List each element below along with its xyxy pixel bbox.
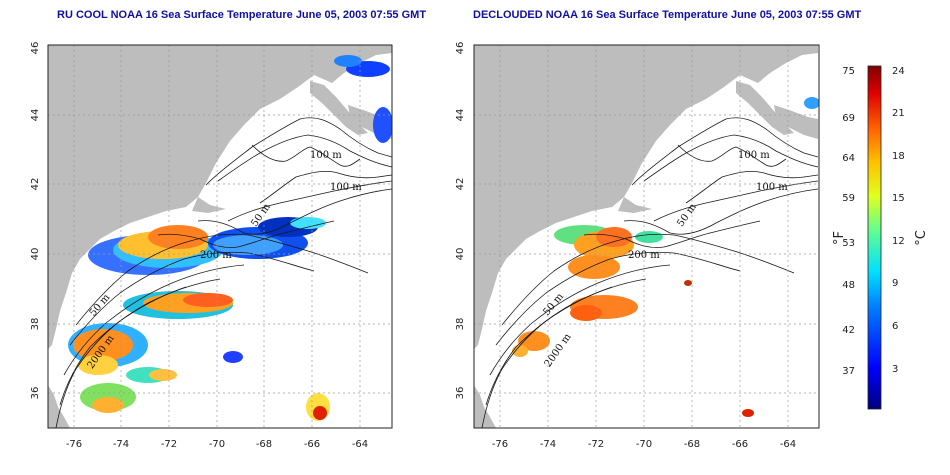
- temperature-colorbar: 75 69 64 59 53 48 42 37 24 21 18 15 12 9…: [832, 65, 929, 410]
- left-x-tick-label: -76: [66, 439, 82, 450]
- left-panel-title: RU COOL NOAA 16 Sea Surface Temperature …: [57, 9, 427, 21]
- colorbar-fahrenheit-tick: 75: [842, 66, 855, 77]
- left-y-tick-label: 36: [30, 387, 41, 400]
- colorbar-fahrenheit-tick: 59: [842, 193, 855, 204]
- colorbar-fahrenheit-tick: 48: [842, 280, 855, 291]
- right-y-tick-label: 42: [455, 178, 466, 191]
- colorbar-celsius-tick: 24: [892, 66, 905, 77]
- right-x-tick-label: -70: [636, 439, 652, 450]
- colorbar-fahrenheit-tick: 69: [842, 113, 855, 124]
- colorbar-celsius-tick: 15: [892, 193, 905, 204]
- left-y-tick-label: 42: [30, 178, 41, 191]
- colorbar-celsius-tick: 3: [892, 364, 898, 375]
- colorbar-celsius-tick: 6: [892, 321, 898, 332]
- right-x-tick-label: -68: [684, 439, 700, 450]
- celsius-unit-label: °C: [914, 230, 929, 246]
- colorbar-celsius-tick: 18: [892, 151, 905, 162]
- colorbar-celsius-tick: 9: [892, 278, 898, 289]
- right-y-tick-label: 36: [455, 387, 466, 400]
- right-x-tick-label: -76: [492, 439, 508, 450]
- left-x-tick-label: -70: [209, 439, 225, 450]
- left-gridlines: [48, 45, 392, 428]
- right-contour-label: 200 m: [628, 250, 660, 261]
- colorbar-fahrenheit-tick: 53: [842, 238, 855, 249]
- left-plot-frame: [47, 44, 393, 429]
- right-contour-label: 100 m: [756, 182, 788, 193]
- left-sst-patches: [68, 55, 392, 421]
- colorbar-fahrenheit-tick: 64: [842, 153, 855, 164]
- right-y-tick-label: 40: [455, 248, 466, 261]
- colorbar-fahrenheit-tick: 37: [842, 366, 855, 377]
- right-x-tick-label: -74: [540, 439, 556, 450]
- fahrenheit-unit-label: °F: [832, 231, 847, 245]
- colorbar-gradient: [867, 65, 882, 410]
- right-y-tick-label: 44: [455, 109, 466, 122]
- left-y-tick-label: 46: [30, 42, 41, 55]
- left-contour-label: 100 m: [310, 150, 342, 161]
- left-contour-label: 200 m: [200, 250, 232, 261]
- right-contour-label: 100 m: [738, 150, 770, 161]
- right-gridlines: [474, 45, 819, 428]
- right-x-tick-label: -66: [732, 439, 748, 450]
- left-x-tick-label: -74: [113, 439, 129, 450]
- left-y-tick-label: 44: [30, 109, 41, 122]
- right-x-tick-label: -72: [588, 439, 604, 450]
- right-map-panel: 100 m 100 m 50 m 200 m 50 m 2000 m -76 -…: [455, 42, 820, 450]
- right-panel-title: DECLOUDED NOAA 16 Sea Surface Temperatur…: [473, 9, 862, 21]
- left-x-tick-label: -68: [256, 439, 272, 450]
- right-y-tick-label: 46: [455, 42, 466, 55]
- left-x-tick-label: -66: [304, 439, 320, 450]
- right-x-tick-label: -64: [780, 439, 796, 450]
- left-map-panel: 100 m 100 m 50 m 200 m 50 m 2000 m -76 -…: [30, 42, 393, 450]
- colorbar-celsius-tick: 21: [892, 108, 905, 119]
- left-y-tick-label: 40: [30, 248, 41, 261]
- left-contour-label: 100 m: [330, 182, 362, 193]
- left-y-tick-label: 38: [30, 318, 41, 331]
- colorbar-celsius-tick: 12: [892, 236, 905, 247]
- left-x-tick-label: -72: [161, 439, 177, 450]
- colorbar-fahrenheit-tick: 42: [842, 325, 855, 336]
- right-y-tick-label: 38: [455, 318, 466, 331]
- right-plot-frame: [473, 44, 820, 429]
- left-x-tick-label: -64: [352, 439, 368, 450]
